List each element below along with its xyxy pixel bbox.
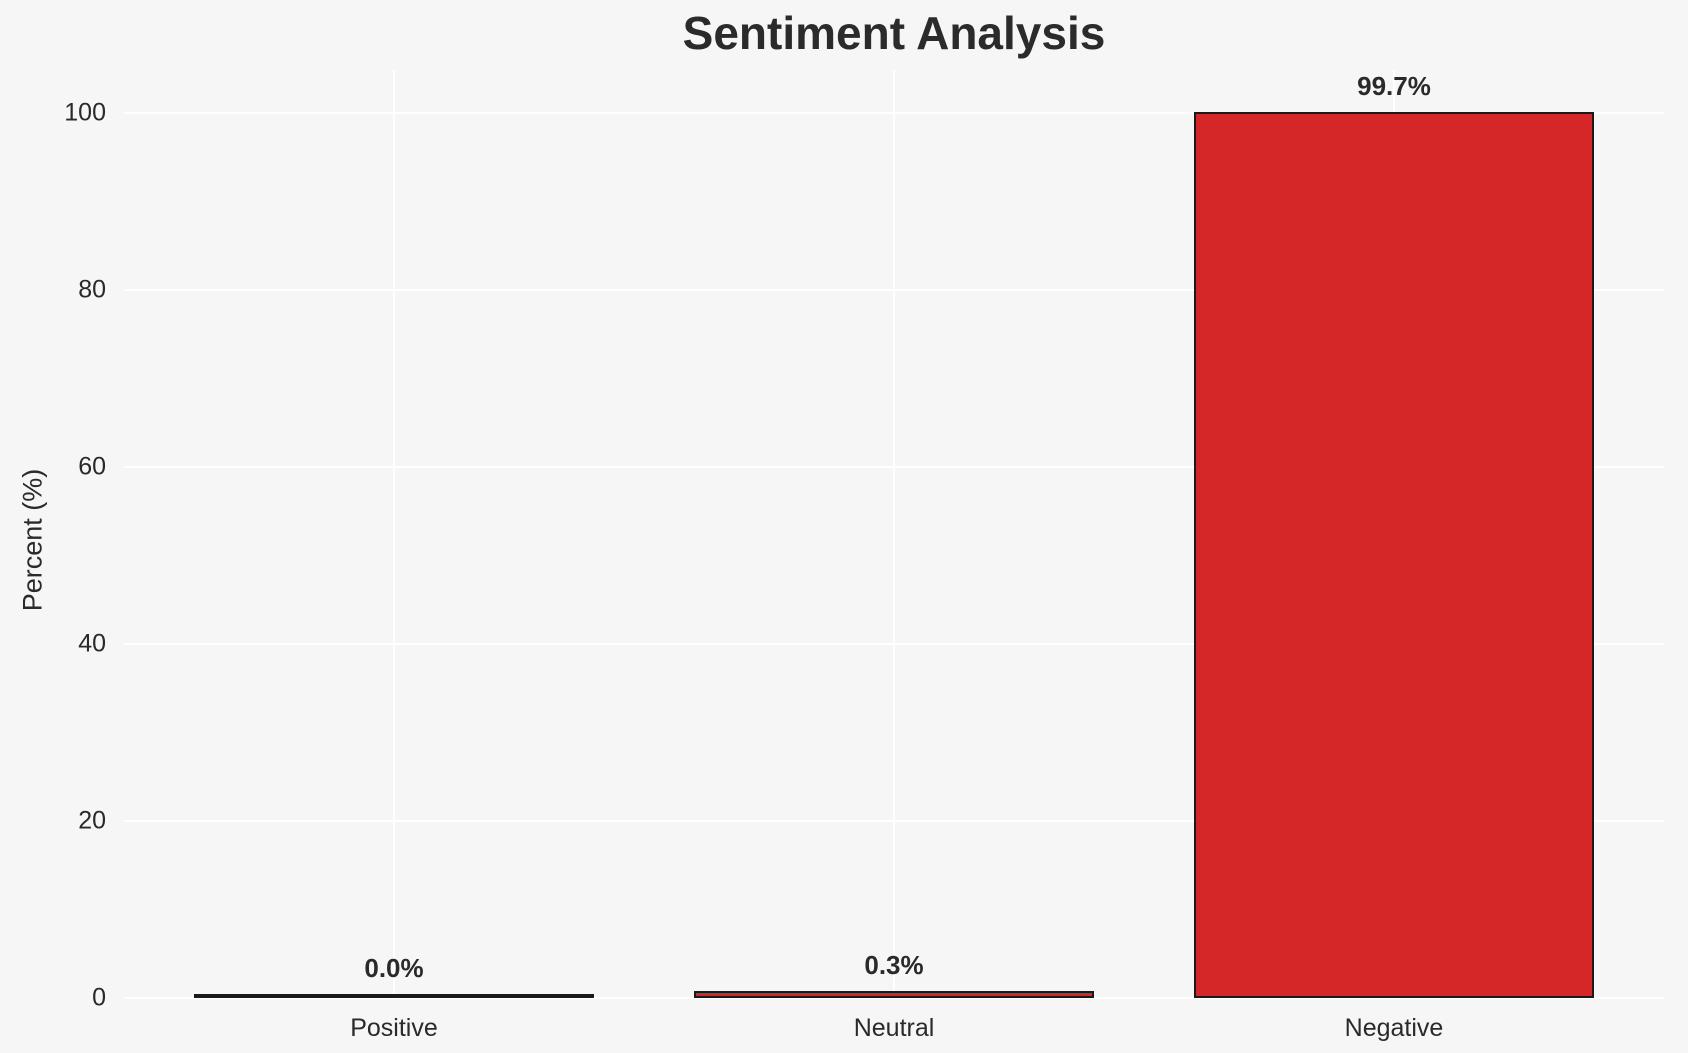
y-tick-label: 100 bbox=[64, 98, 106, 127]
y-tick-label: 60 bbox=[78, 452, 106, 481]
x-tick-label: Neutral bbox=[853, 1014, 935, 1042]
bar-value-label: 0.3% bbox=[864, 950, 924, 980]
gridline-horizontal bbox=[124, 997, 1664, 999]
bar-value-label: 99.7% bbox=[1357, 71, 1431, 101]
y-tick-label: 40 bbox=[78, 629, 106, 658]
bar-negative bbox=[1194, 112, 1594, 998]
y-tick-label: 80 bbox=[78, 275, 106, 304]
gridline-vertical bbox=[393, 70, 395, 998]
x-tick-label: Negative bbox=[1344, 1014, 1444, 1042]
gridline-vertical bbox=[893, 70, 895, 998]
y-tick-label: 0 bbox=[92, 983, 106, 1012]
y-axis-label: Percent (%) bbox=[17, 468, 48, 612]
bar-value-label: 0.0% bbox=[364, 953, 424, 983]
bar-neutral bbox=[694, 991, 1094, 998]
bar-positive bbox=[194, 994, 594, 998]
y-tick-label: 20 bbox=[78, 806, 106, 835]
chart-title: Sentiment Analysis bbox=[682, 7, 1106, 59]
x-tick-label: Positive bbox=[350, 1014, 438, 1042]
